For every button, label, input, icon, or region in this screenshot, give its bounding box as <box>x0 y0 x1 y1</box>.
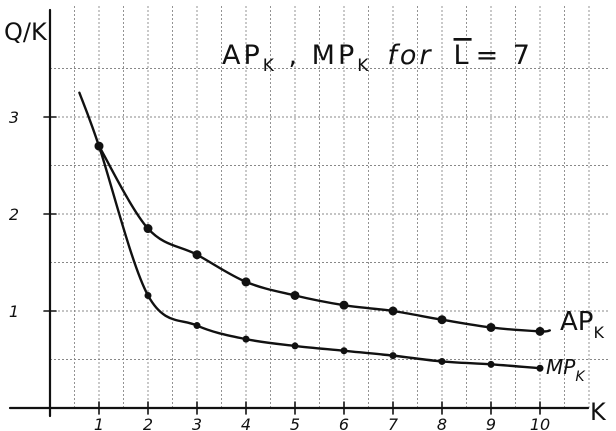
mp-point <box>95 142 103 150</box>
title-mp-sub: K <box>357 56 371 76</box>
mp-curve <box>78 91 542 370</box>
x-axis-label: K <box>590 398 607 426</box>
ap-point <box>388 306 398 316</box>
title-ap-sub: K <box>263 56 277 76</box>
ap-point <box>192 250 202 260</box>
mp-series-label: MPK <box>546 355 586 385</box>
title-eq: = 7 <box>476 40 533 71</box>
y-axis-label: Q/K <box>4 18 48 46</box>
mp-point <box>242 335 250 343</box>
x-tick-label: 5 <box>290 415 300 431</box>
x-tick-label: 6 <box>339 415 349 431</box>
mp-point <box>487 360 495 368</box>
y-tick-label: 2 <box>9 205 19 224</box>
mp-point <box>144 291 152 299</box>
ap-label-main: AP <box>560 307 593 337</box>
mp-point <box>536 364 544 372</box>
x-tick-label: 4 <box>241 415 251 431</box>
ap-point <box>437 315 447 325</box>
y-tick-label: 1 <box>9 302 19 321</box>
series <box>78 91 551 372</box>
x-tick-label: 9 <box>486 415 496 431</box>
ap-point <box>339 300 349 310</box>
x-tick-label: 10 <box>530 415 550 431</box>
x-tick-label: 3 <box>192 415 202 431</box>
ap-point <box>241 277 251 287</box>
mp-label-sub: K <box>575 369 586 385</box>
ap-point <box>143 224 153 234</box>
x-tick-label: 2 <box>143 415 153 431</box>
x-tick-label: 1 <box>94 415 104 431</box>
ticks: 1 2 3 4 5 6 7 8 9 10 1 2 3 <box>9 108 550 431</box>
chart-title: APK , MPK for L = 7 <box>222 40 533 76</box>
title-comma: , <box>277 40 312 71</box>
ap-point <box>535 326 545 336</box>
mp-point <box>291 342 299 350</box>
title-lbar: L <box>454 40 472 71</box>
title-for: for <box>387 40 433 71</box>
ap-point <box>486 322 496 332</box>
ap-curve <box>97 144 551 333</box>
ap-series-label: APK <box>560 307 604 342</box>
mp-point <box>438 357 446 365</box>
x-tick-label: 7 <box>388 415 399 431</box>
title-mp: MP <box>312 40 358 71</box>
ap-label-sub: K <box>593 323 604 342</box>
title-ap: AP <box>222 40 263 71</box>
mp-point <box>193 322 201 330</box>
grid <box>50 6 610 408</box>
mp-point <box>340 347 348 355</box>
mp-point <box>389 352 397 360</box>
mp-label-main: MP <box>546 355 576 379</box>
x-tick-label: 8 <box>437 415 447 431</box>
y-tick-label: 3 <box>9 108 19 127</box>
ap-point <box>290 290 300 300</box>
